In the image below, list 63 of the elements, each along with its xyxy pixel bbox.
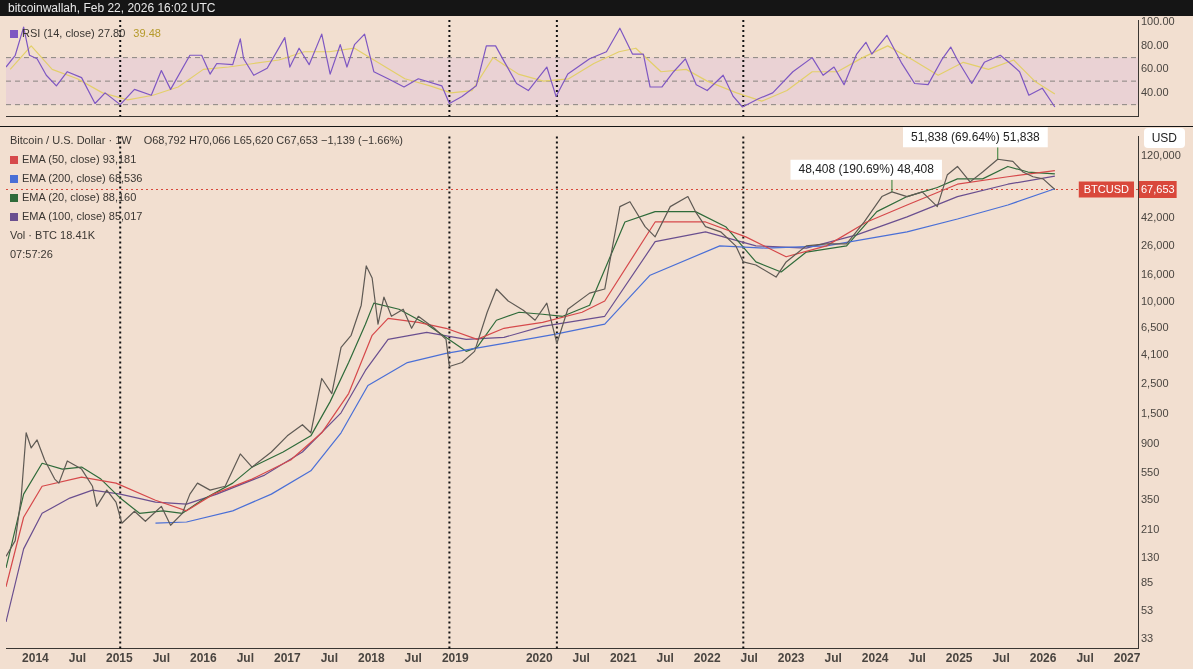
x-tick-label: 2019 xyxy=(441,651,469,666)
x-tick-label: 2014 xyxy=(22,651,50,666)
x-tick-label: 2026 xyxy=(1029,651,1057,666)
legend-label: EMA (50, close) 93,181 xyxy=(22,153,137,165)
y-tick-label: 80.00 xyxy=(1141,38,1169,51)
y-tick-label: 2,500 xyxy=(1141,376,1169,389)
y-tick-label: 900 xyxy=(1141,437,1160,450)
x-tick-label: Jul xyxy=(236,651,254,666)
annotation: 48,408 (190.69%) 48,408 xyxy=(798,162,935,177)
x-tick-label: 2025 xyxy=(945,651,973,666)
x-tick-label: Jul xyxy=(1076,651,1094,666)
y-tick-label: 60.00 xyxy=(1141,62,1169,75)
chart-title: Bitcoin / U.S. Dollar · 1W xyxy=(10,134,132,146)
x-tick-label: 2021 xyxy=(609,651,637,666)
legend-label: RSI (14, close) 27.80 xyxy=(22,27,126,39)
annotation: 39.48 xyxy=(133,27,161,39)
y-tick-label: 16,000 xyxy=(1141,267,1175,280)
x-tick-label: Jul xyxy=(404,651,422,666)
x-tick-label: 2020 xyxy=(525,651,553,666)
y-tick-label: 100.00 xyxy=(1141,15,1175,28)
y-tick-label: 6,500 xyxy=(1141,320,1169,333)
x-tick-label: 2016 xyxy=(189,651,218,666)
ref-line-label: BTCUSD xyxy=(1083,182,1130,195)
legend-label: EMA (200, close) 68,536 xyxy=(22,172,143,184)
annotation: 07:57:26 xyxy=(10,247,54,262)
x-tick-label: Jul xyxy=(152,651,171,666)
legend-label: EMA (100, close) 85,017 xyxy=(22,210,143,222)
y-tick-label: 120,000 xyxy=(1141,148,1181,161)
x-tick-label: 2022 xyxy=(693,651,721,666)
x-tick-label: Jul xyxy=(320,651,338,666)
y-tick-label: 85 xyxy=(1141,576,1154,589)
y-tick-label: 26,000 xyxy=(1141,238,1175,251)
legend-label: EMA (20, close) 88,160 xyxy=(22,191,137,203)
x-tick-label: Jul xyxy=(740,651,758,666)
x-tick-label: Jul xyxy=(656,651,674,666)
y-tick-label: 33 xyxy=(1141,631,1154,644)
y-tick-label: 350 xyxy=(1141,492,1160,505)
x-tick-label: 2017 xyxy=(273,651,301,666)
y-tick-label: 53 xyxy=(1141,604,1154,617)
y-tick-label: 42,000 xyxy=(1141,210,1175,223)
chart-title: bitcoinwallah, Feb 22, 2026 16:02 UTC xyxy=(0,0,1193,16)
x-tick-label: 2027 xyxy=(1113,651,1141,666)
y-tick-label: 130 xyxy=(1141,551,1160,564)
x-tick-label: Jul xyxy=(908,651,926,666)
x-tick-label: 2023 xyxy=(777,651,805,666)
x-tick-label: Jul xyxy=(824,651,842,666)
annotation: Vol · BTC 18.41K xyxy=(10,228,96,243)
y-tick-label: 40.00 xyxy=(1141,85,1169,98)
x-tick-label: 2018 xyxy=(357,651,385,666)
y-tick-label: 210 xyxy=(1141,522,1160,535)
y-axis-title: USD xyxy=(1143,128,1185,148)
x-tick-label: 2024 xyxy=(861,651,889,666)
y-tick-label: 10,000 xyxy=(1141,295,1175,308)
y-tick-label: 4,100 xyxy=(1141,347,1169,360)
y-tick-label: 550 xyxy=(1141,466,1160,479)
x-tick-label: Jul xyxy=(68,651,87,666)
annotation: 51,838 (69.64%) 51,838 xyxy=(910,129,1041,144)
x-tick-label: Jul xyxy=(992,651,1010,666)
x-tick-label: 2015 xyxy=(106,651,134,666)
x-tick-label: Jul xyxy=(572,651,590,666)
chart-subtitle: O68,792 H70,066 L65,620 C67,653 −1,139 (−1.66%) xyxy=(143,134,403,146)
y-tick-label: 1,500 xyxy=(1141,407,1169,420)
y-tick-label: 67,653 xyxy=(1141,182,1175,195)
